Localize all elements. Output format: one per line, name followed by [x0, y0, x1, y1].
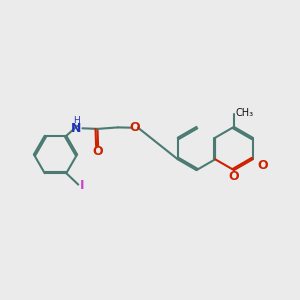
Text: I: I	[80, 179, 85, 192]
Text: CH₃: CH₃	[236, 108, 253, 118]
Text: H: H	[73, 116, 80, 125]
Text: O: O	[92, 145, 103, 158]
Text: O: O	[229, 170, 239, 183]
Text: N: N	[71, 122, 82, 135]
Text: O: O	[130, 121, 140, 134]
Text: O: O	[258, 159, 268, 172]
